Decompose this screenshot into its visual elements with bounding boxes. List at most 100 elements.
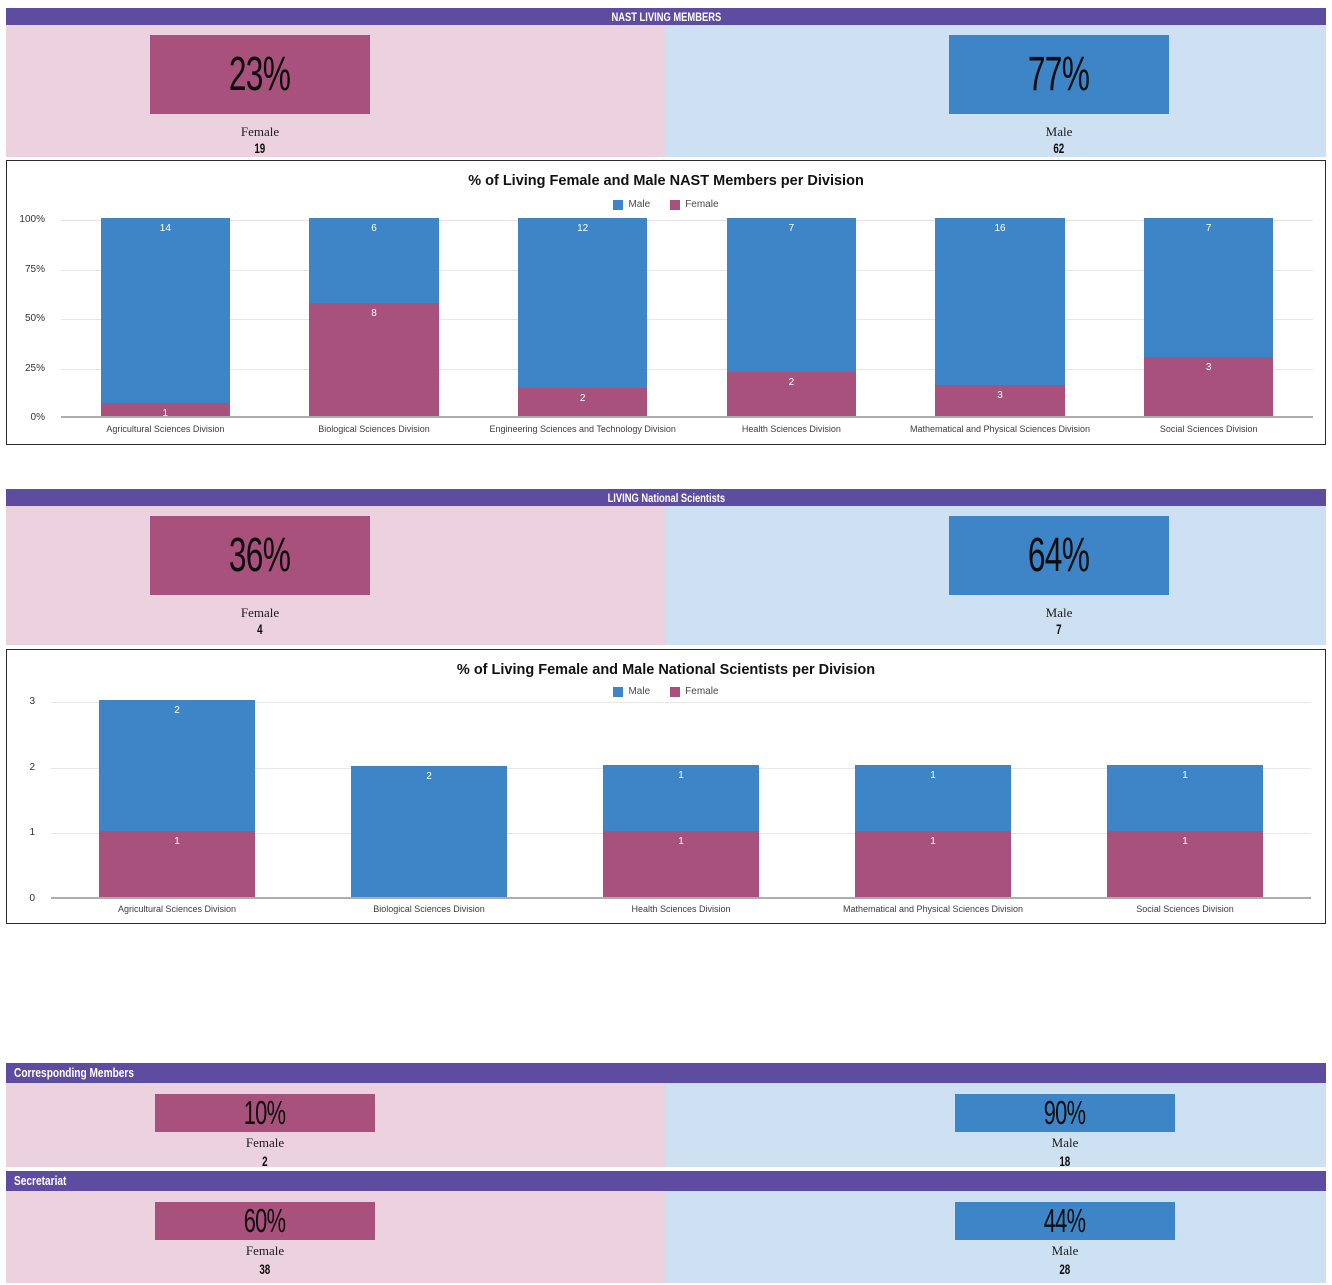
legend-swatch-male: [613, 686, 624, 697]
x-axis-label: Mathematical and Physical Sciences Divis…: [909, 424, 1091, 434]
stacked-bar: 2: [350, 766, 508, 897]
female-count: 2: [262, 1153, 268, 1169]
legend-item-male[interactable]: Male: [613, 686, 650, 697]
male-label: Male: [1045, 124, 1073, 139]
female-percentage-box: 23%: [150, 35, 370, 114]
bar-segment-male[interactable]: 2: [98, 700, 256, 831]
bar-value-label: 1: [930, 770, 936, 781]
female-stat: 36% Female 4: [150, 506, 370, 645]
male-count: 62: [1053, 140, 1065, 156]
female-percentage: 36%: [229, 529, 291, 582]
y-axis: 3 2 1 0: [7, 696, 43, 904]
male-percentage: 64%: [1028, 529, 1090, 582]
bar-segment-male[interactable]: 12: [517, 218, 648, 388]
bar-segment-male[interactable]: 1: [602, 765, 760, 831]
chart-legend: Male Female: [7, 686, 1325, 697]
legend-label: Male: [628, 199, 651, 210]
female-stat: 10% Female 2: [155, 1083, 375, 1169]
bar-segment-female[interactable]: 2: [517, 388, 648, 416]
section-body-living-national-scientists: 36% Female 4 64% Male 7: [6, 506, 1326, 645]
bar-value-label: 7: [1205, 223, 1212, 234]
bar-segment-male[interactable]: 7: [1144, 218, 1274, 357]
male-half: 44% Male 28: [666, 1191, 1326, 1283]
section-header-nast-living-members: NAST LIVING MEMBERS: [6, 8, 1326, 25]
gridline: [61, 369, 1313, 370]
y-axis-tick-label: 25%: [24, 363, 45, 374]
female-stat: 23% Female 19: [150, 25, 370, 157]
female-label: Female: [245, 1135, 285, 1150]
bar-value-label: 1: [1182, 770, 1188, 781]
female-percentage: 60%: [244, 1202, 286, 1239]
bar-value-label: 1: [678, 770, 684, 781]
male-stat: 64% Male 7: [949, 506, 1169, 645]
bar-column: 14 1: [61, 218, 270, 419]
section-header-living-national-scientists: LIVING National Scientists: [6, 489, 1326, 506]
x-axis-labels: Agricultural Sciences Division Biological…: [51, 904, 1311, 918]
bar-segment-male[interactable]: 7: [726, 218, 857, 372]
male-percentage-box: 90%: [955, 1094, 1175, 1132]
male-percentage: 90%: [1044, 1094, 1086, 1131]
female-label: Female: [240, 124, 280, 139]
gridline: [61, 319, 1313, 320]
y-axis-tick-label: 0%: [30, 412, 45, 423]
bar-segment-female[interactable]: 1: [1106, 831, 1264, 897]
bar-segment-male[interactable]: 1: [1106, 765, 1264, 831]
male-percentage-box: 64%: [949, 516, 1169, 595]
y-axis-tick-label: 75%: [24, 264, 45, 275]
bar-value-label: 1: [1182, 836, 1188, 847]
bar-segment-male[interactable]: 2: [350, 766, 508, 897]
bar-segment-female[interactable]: 2: [726, 372, 857, 416]
bar-value-label: 16: [994, 223, 1006, 234]
male-percentage: 44%: [1044, 1202, 1086, 1239]
bar-value-label: 3: [1205, 362, 1212, 373]
male-half: 77% Male 62: [666, 25, 1326, 157]
legend-label: Male: [628, 686, 651, 697]
bar-segment-female[interactable]: 3: [1144, 357, 1274, 416]
female-label: Female: [240, 605, 280, 620]
bar-segment-female[interactable]: 1: [98, 831, 256, 897]
bar-value-label: 7: [788, 223, 795, 234]
legend-item-female[interactable]: Female: [670, 686, 719, 697]
bar-segment-female[interactable]: 1: [100, 403, 231, 419]
y-axis-tick-label: 100%: [19, 214, 45, 225]
chart-panel-nast-members-per-division: % of Living Female and Male NAST Members…: [6, 160, 1326, 445]
bar-columns: 14 1 6 8 12 2 7 2 16 3 7 3: [61, 218, 1313, 419]
x-axis-label: Health Sciences Division: [741, 424, 841, 434]
male-count: 28: [1059, 1261, 1071, 1277]
bar-segment-female[interactable]: 8: [309, 303, 439, 416]
bar-segment-male[interactable]: 6: [309, 218, 439, 303]
bar-segment-male[interactable]: 1: [854, 765, 1012, 831]
bar-segment-female[interactable]: 1: [854, 831, 1012, 897]
bar-column: 12 2: [478, 218, 687, 416]
legend-item-male[interactable]: Male: [613, 199, 650, 210]
stacked-bar: 12 2: [517, 218, 648, 416]
section-title: Corresponding Members: [14, 1065, 135, 1080]
y-axis: 100% 75% 50% 25% 0%: [7, 214, 53, 423]
legend-swatch-female: [670, 199, 681, 210]
x-axis-label: Social Sciences Division: [1136, 904, 1234, 914]
gridline: [61, 220, 1313, 221]
bar-segment-female[interactable]: 1: [602, 831, 760, 897]
section-title: NAST LIVING MEMBERS: [611, 10, 721, 24]
bar-segment-male[interactable]: 14: [100, 218, 231, 403]
legend-item-female[interactable]: Female: [670, 199, 719, 210]
section-body-corresponding-members: 10% Female 2 90% Male 18: [6, 1083, 1326, 1169]
bar-segment-female[interactable]: 3: [935, 385, 1065, 416]
bar-segment-male[interactable]: 16: [935, 218, 1065, 385]
female-percentage: 23%: [229, 48, 291, 101]
section-body-nast-living-members: 23% Female 19 77% Male 62: [6, 25, 1326, 157]
male-percentage-box: 77%: [949, 35, 1169, 114]
bar-value-label: 2: [426, 771, 432, 782]
female-percentage-box: 10%: [155, 1094, 375, 1132]
